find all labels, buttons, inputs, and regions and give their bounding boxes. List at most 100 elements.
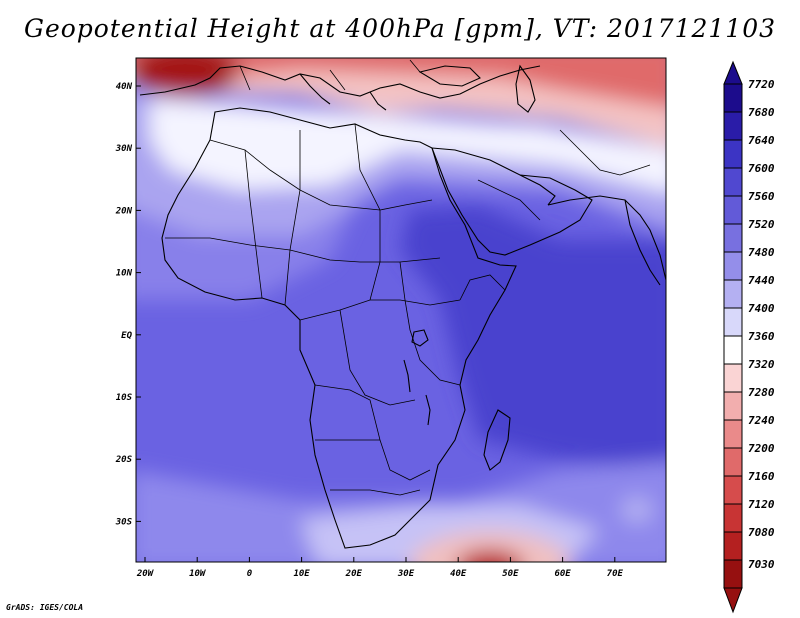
colorbar-swatch bbox=[723, 251, 743, 281]
border-congo bbox=[339, 309, 416, 406]
field-deep-red-nw bbox=[136, 58, 240, 96]
italy bbox=[299, 73, 331, 105]
border-meridional-1 bbox=[244, 149, 263, 299]
colorbar-label: 7480 bbox=[748, 246, 775, 259]
caspian-sea bbox=[515, 64, 536, 113]
colorbar-top-arrow bbox=[723, 60, 743, 85]
longitude-axis: 20W 10W 0 10E 20E 30E 40E 50E 60E 70E bbox=[136, 557, 624, 579]
black-sea bbox=[418, 65, 481, 87]
colorbar-swatch bbox=[723, 279, 743, 309]
lat-label: 30N bbox=[115, 144, 133, 154]
colorbar-label: 7600 bbox=[748, 162, 775, 175]
colorbar-swatch bbox=[723, 363, 743, 393]
colorbar-swatch bbox=[723, 531, 743, 561]
colorbar-label: 7160 bbox=[748, 470, 775, 483]
lon-label: 40E bbox=[450, 569, 467, 579]
asia-coastline bbox=[547, 195, 666, 281]
colorbar-label: 7240 bbox=[748, 414, 775, 427]
colorbar-label: 7640 bbox=[748, 134, 775, 147]
map-frame bbox=[135, 57, 667, 563]
colorbar-bottom-arrow bbox=[723, 587, 743, 614]
border-horn bbox=[459, 274, 506, 301]
colorbar-swatch bbox=[723, 223, 743, 253]
india-coastline bbox=[624, 199, 661, 286]
lon-label: 10W bbox=[189, 569, 207, 579]
colorbar-swatch bbox=[723, 111, 743, 141]
lon-label: 0 bbox=[247, 569, 253, 579]
colorbar-swatch bbox=[723, 475, 743, 505]
europe-coastline bbox=[139, 65, 541, 99]
lon-label: 20W bbox=[136, 569, 155, 579]
colorbar-swatch bbox=[723, 419, 743, 449]
border-east bbox=[399, 261, 461, 386]
colorbar-label: 7030 bbox=[748, 558, 775, 571]
colorbar-swatch bbox=[723, 335, 743, 365]
colorbar-swatch bbox=[723, 195, 743, 225]
africa-coastline bbox=[161, 107, 517, 549]
colorbar-swatch bbox=[723, 447, 743, 477]
border-north-africa bbox=[209, 139, 433, 211]
colorbar-swatch bbox=[723, 559, 743, 589]
colorbar-label: 7080 bbox=[748, 526, 775, 539]
madagascar bbox=[483, 409, 511, 471]
border-central bbox=[299, 299, 461, 321]
lat-label: EQ bbox=[121, 331, 132, 341]
field-dark-blue-core bbox=[400, 205, 666, 469]
border-asia bbox=[559, 129, 651, 176]
lon-label: 20E bbox=[345, 569, 363, 579]
field-pink-south bbox=[410, 531, 570, 562]
persian-gulf bbox=[519, 174, 556, 206]
border-arabia bbox=[477, 179, 541, 221]
field-light-spot-se bbox=[621, 497, 653, 523]
colorbar-swatch bbox=[723, 391, 743, 421]
lat-label: 20S bbox=[115, 455, 133, 465]
grads-credit: GrADS: IGES/COLA bbox=[6, 603, 84, 612]
arabia-coastline bbox=[431, 147, 593, 256]
greece bbox=[369, 91, 387, 111]
field-white-band bbox=[150, 100, 666, 192]
lat-label: 20N bbox=[115, 206, 133, 216]
colorbar-label: 7360 bbox=[748, 330, 775, 343]
field-deep-red-south bbox=[457, 550, 523, 562]
border-sahel bbox=[165, 237, 441, 263]
lon-label: 30E bbox=[397, 569, 415, 579]
colorbar-label: 7560 bbox=[748, 190, 775, 203]
colorbar-swatch bbox=[723, 167, 743, 197]
border-meridional-3 bbox=[354, 123, 381, 301]
lat-label: 40N bbox=[116, 82, 133, 92]
lake-victoria bbox=[411, 329, 429, 347]
chart-title: Geopotential Height at 400hPa [gpm], VT:… bbox=[23, 14, 777, 43]
lon-label: 60E bbox=[554, 569, 571, 579]
lon-label: 50E bbox=[502, 569, 519, 579]
lon-label: 70E bbox=[607, 569, 624, 579]
height-field bbox=[136, 58, 666, 562]
latitude-axis: 40N 30N 20N 10N EQ 10S 20S 30S bbox=[115, 82, 141, 527]
border-europe bbox=[239, 59, 421, 91]
lake-tanganyika bbox=[403, 359, 411, 393]
lake-malawi bbox=[425, 394, 431, 426]
colorbar-label: 7680 bbox=[748, 106, 775, 119]
colorbar-label: 7520 bbox=[748, 218, 775, 231]
colorbar-swatch bbox=[723, 139, 743, 169]
country-borders bbox=[165, 59, 651, 496]
colorbar-label: 7320 bbox=[748, 358, 775, 371]
colorbar-swatch bbox=[723, 503, 743, 533]
field-red-north bbox=[136, 58, 666, 108]
border-south-3 bbox=[330, 489, 421, 496]
lon-label: 10E bbox=[293, 569, 310, 579]
colorbar-label: 7720 bbox=[748, 78, 775, 91]
colorbar-label: 7200 bbox=[748, 442, 775, 455]
colorbar-label: 7400 bbox=[748, 302, 775, 315]
border-meridional-2 bbox=[284, 130, 301, 306]
colorbar-label: 7120 bbox=[748, 498, 775, 511]
lat-label: 30S bbox=[115, 517, 133, 527]
colorbar-swatch bbox=[723, 307, 743, 337]
colorbar-label: 7440 bbox=[748, 274, 775, 287]
colorbar-swatch bbox=[723, 83, 743, 113]
lat-label: 10S bbox=[116, 393, 133, 403]
colorbar: 7720 7680 7640 7600 7560 7520 7480 7440 7400 7360… bbox=[723, 60, 775, 614]
lat-label: 10N bbox=[116, 269, 133, 279]
coastlines bbox=[139, 64, 666, 549]
colorbar-label: 7280 bbox=[748, 386, 775, 399]
